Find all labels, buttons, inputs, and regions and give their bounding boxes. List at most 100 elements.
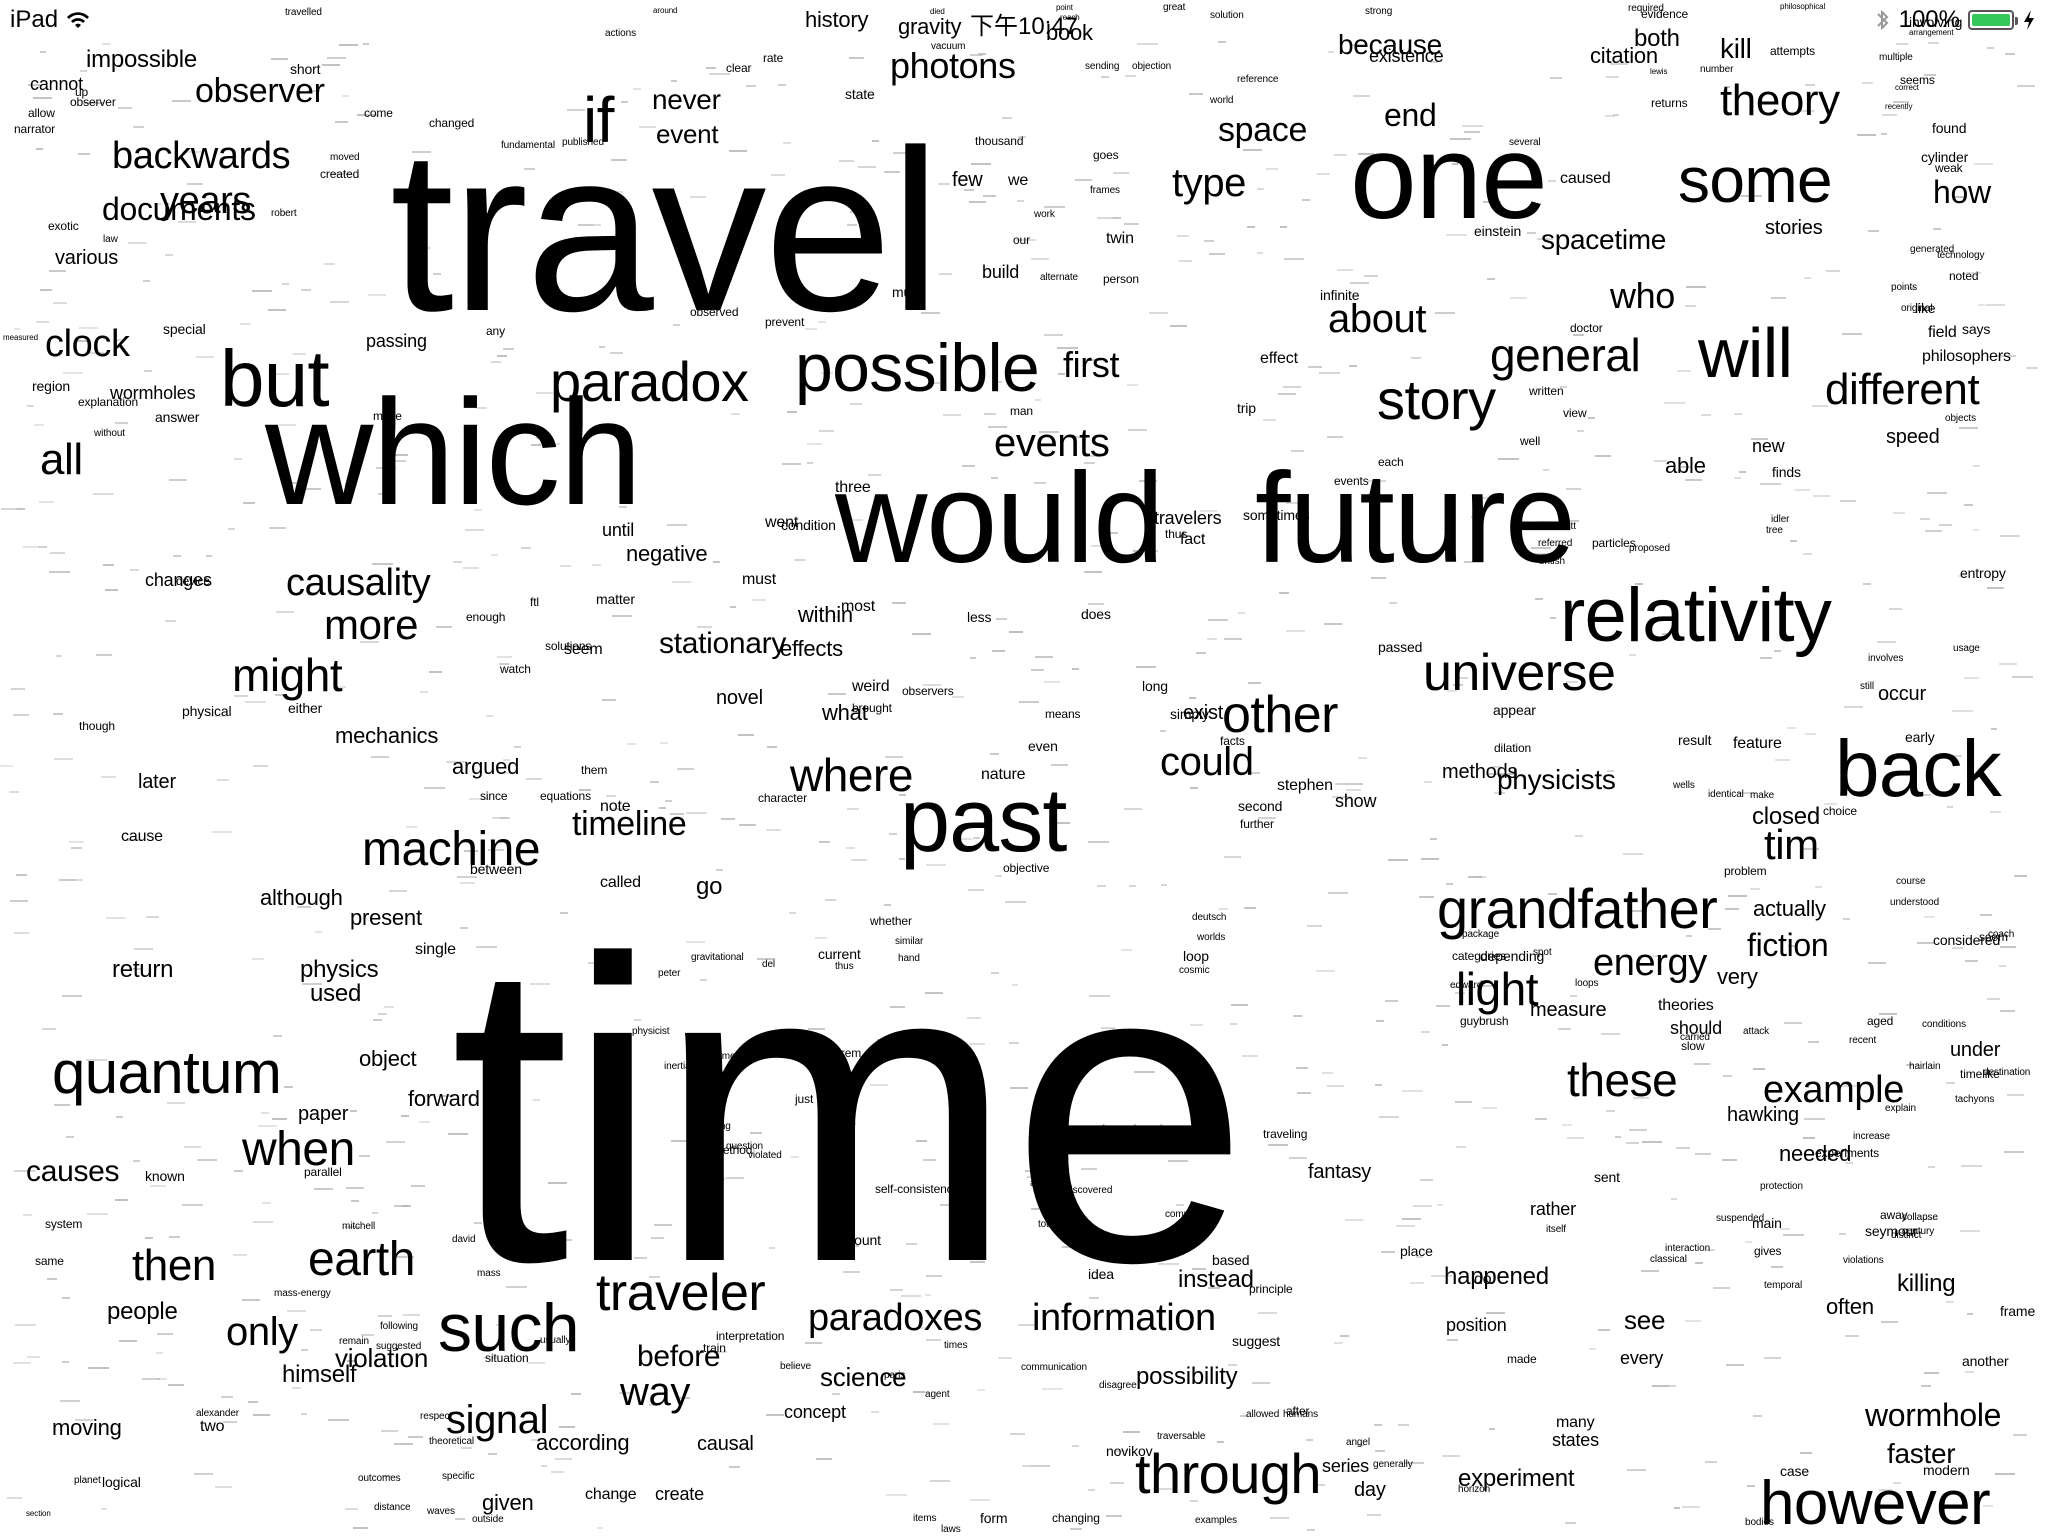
tiny-word-mark: [386, 1141, 405, 1143]
tiny-word-mark: [388, 454, 408, 456]
tiny-word-mark: [606, 191, 623, 193]
tiny-word-mark: [261, 1112, 269, 1114]
tiny-word-mark: [787, 411, 797, 413]
tiny-word-mark: [1350, 282, 1369, 284]
tiny-word-mark: [1456, 1146, 1466, 1148]
tiny-word-mark: [394, 1443, 413, 1445]
tiny-word-mark: [71, 847, 82, 849]
cloud-word: known: [145, 1167, 185, 1184]
tiny-word-mark: [275, 694, 283, 696]
tiny-word-mark: [1074, 436, 1087, 438]
tiny-word-mark: [1601, 1033, 1620, 1035]
cloud-word: loop: [1183, 947, 1209, 964]
tiny-word-mark: [1928, 1166, 1935, 1168]
cloud-word: citation: [1590, 42, 1658, 68]
cloud-word: according: [536, 1429, 630, 1455]
cloud-word: book: [1046, 19, 1093, 45]
tiny-word-mark: [555, 1458, 572, 1460]
tiny-word-mark: [1031, 1208, 1039, 1210]
tiny-word-mark: [871, 1411, 879, 1413]
tiny-word-mark: [1787, 727, 1796, 729]
tiny-word-mark: [384, 1006, 394, 1008]
tiny-word-mark: [991, 972, 999, 974]
cloud-word: event: [656, 118, 719, 149]
tiny-word-mark: [1477, 985, 1494, 987]
tiny-word-mark: [233, 368, 240, 370]
tiny-word-mark: [1317, 173, 1330, 175]
cloud-word: package: [1462, 928, 1500, 940]
tiny-word-mark: [1081, 1168, 1097, 1170]
cloud-word: arrangement: [1909, 28, 1954, 38]
cloud-word: prevent: [765, 315, 805, 330]
tiny-word-mark: [1297, 1092, 1311, 1094]
tiny-word-mark: [1350, 44, 1363, 46]
tiny-word-mark: [671, 80, 677, 82]
cloud-word: novikov: [1106, 1442, 1153, 1459]
tiny-word-mark: [282, 283, 289, 285]
status-bar: iPad 下午10:47 100%: [0, 0, 2048, 40]
bluetooth-icon: [1876, 9, 1889, 31]
tiny-word-mark: [1534, 553, 1550, 555]
tiny-word-mark: [476, 407, 487, 409]
tiny-word-mark: [1044, 334, 1063, 336]
tiny-word-mark: [1381, 1251, 1395, 1253]
tiny-word-mark: [706, 67, 716, 69]
tiny-word-mark: [1701, 414, 1711, 416]
cloud-word-large: general: [1490, 329, 1641, 382]
tiny-word-mark: [1177, 235, 1189, 237]
cloud-word: kill: [1720, 33, 1752, 65]
cloud-word: build: [982, 262, 1020, 283]
tiny-word-mark: [1705, 1461, 1717, 1463]
tiny-word-mark: [1531, 547, 1551, 549]
tiny-word-mark: [217, 779, 229, 781]
tiny-word-mark: [1136, 666, 1156, 668]
tiny-word-mark: [42, 1028, 56, 1030]
cloud-word: usually: [540, 1334, 571, 1346]
cloud-word: alternate: [1040, 271, 1079, 283]
tiny-word-mark: [93, 493, 114, 495]
cloud-word-large: all: [40, 434, 83, 484]
tiny-word-mark: [1788, 232, 1795, 234]
tiny-word-mark: [1357, 1444, 1365, 1446]
tiny-word-mark: [1442, 1044, 1448, 1046]
tiny-word-mark: [330, 301, 349, 303]
tiny-word-mark: [1468, 876, 1482, 878]
cloud-word-large: possible: [795, 330, 1040, 407]
tiny-word-mark: [531, 1439, 539, 1441]
tiny-word-mark: [686, 941, 705, 943]
cloud-word-large: theory: [1720, 75, 1840, 125]
tiny-word-mark: [1964, 677, 1979, 679]
cloud-word: experiments: [1815, 1146, 1880, 1161]
tiny-word-mark: [805, 1342, 822, 1344]
tiny-word-mark: [619, 506, 627, 508]
tiny-word-mark: [859, 557, 866, 559]
tiny-word-mark: [1790, 540, 1797, 542]
cloud-word: long: [1142, 677, 1168, 694]
cloud-word: mass-energy: [274, 1287, 331, 1299]
tiny-word-mark: [2000, 946, 2016, 948]
cloud-word: british: [1539, 555, 1565, 567]
cloud-word: physics: [300, 956, 379, 984]
tiny-word-mark: [116, 339, 124, 341]
tiny-word-mark: [1615, 1136, 1621, 1138]
tiny-word-mark: [460, 927, 468, 929]
cloud-word: involving: [1909, 13, 1963, 30]
tiny-word-mark: [1634, 236, 1645, 238]
tiny-word-mark: [611, 808, 628, 810]
cloud-word-large: clock: [45, 322, 130, 365]
cloud-word: stephen: [1277, 776, 1333, 794]
cloud-word-large: different: [1825, 364, 1980, 414]
cloud-word: idea: [1088, 1265, 1114, 1282]
cloud-word: involves: [1868, 652, 1904, 664]
tiny-word-mark: [1284, 258, 1304, 260]
cloud-word: del: [762, 958, 776, 970]
cloud-word: just: [795, 1092, 814, 1107]
tiny-word-mark: [1005, 901, 1026, 903]
cloud-word: form: [980, 1509, 1008, 1526]
tiny-word-mark: [1843, 918, 1850, 920]
tiny-word-mark: [118, 107, 132, 109]
cloud-word: technology: [1937, 249, 1985, 261]
cloud-word: used: [310, 980, 362, 1008]
cloud-word: modern: [1923, 1461, 1970, 1478]
